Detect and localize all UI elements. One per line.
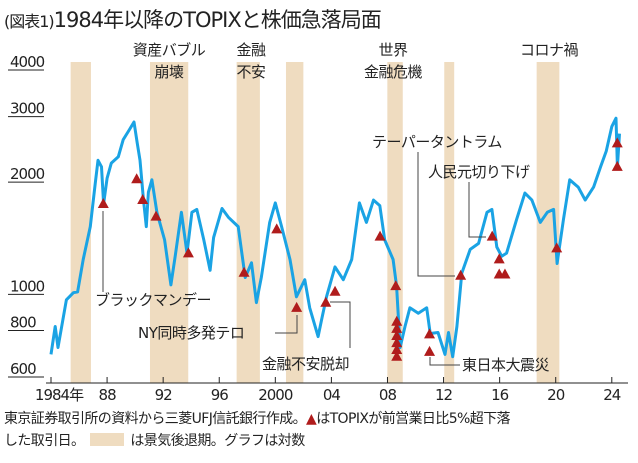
x-tick-label: 88 [99, 386, 117, 404]
topix-line [49, 116, 621, 359]
drop-day-marker [611, 137, 623, 148]
drop-day-marker [486, 230, 498, 241]
recession-band [444, 62, 455, 383]
x-tick-label: 04 [323, 386, 341, 404]
recession-bands [70, 62, 560, 383]
callout-yuan-devaluation-leader [468, 182, 486, 238]
drop-day-marker [424, 328, 436, 339]
x-tick-label: 16 [491, 386, 509, 404]
recession-band [285, 62, 304, 383]
x-tick-label: 12 [435, 386, 453, 404]
legend-note: した取引日。 は景気後退期。グラフは対数 [4, 432, 305, 450]
x-tick-label: 24 [603, 386, 621, 404]
label-covid: コロナ禍 [520, 41, 579, 59]
y-tick-label: 1000 [10, 277, 45, 295]
callout-financial-recovery: 金融不安脱却 [262, 355, 349, 373]
callout-ny-terror: NY同時多発テロ [138, 324, 244, 342]
label-global-financial-crisis: 金融危機 [364, 63, 423, 81]
drop-day-marker [320, 296, 332, 307]
drop-day-marker [391, 350, 403, 361]
callout-ny-terror-leader [275, 315, 298, 334]
y-tick-label: 800 [10, 313, 36, 331]
callout-black-monday: ブラックマンデー [95, 291, 211, 309]
marker-legend-text-2: した取引日。 [4, 433, 85, 449]
drop-day-marker [391, 315, 403, 326]
drop-day-marker [374, 230, 386, 241]
drop-day-marker [611, 160, 623, 171]
drop-day-marker [291, 301, 303, 312]
x-tick-label: 08 [379, 386, 397, 404]
title-text: 1984年以降のTOPIXと株価急落局面 [53, 8, 382, 32]
drop-day-marker [271, 223, 283, 234]
source-note: 東京証券取引所の資料から三菱UFJ信託銀行作成。▲はTOPIXが前営業日比5%超… [4, 410, 511, 428]
drop-markers [97, 137, 623, 361]
recession-swatch [90, 433, 125, 446]
y-tick-label: 4000 [10, 53, 45, 71]
axes: 1984年 88 92 96 2000 04 08 12 16 20 24 4000 3000 2000 1… [8, 53, 628, 404]
recession-band [536, 62, 560, 383]
label-bubble-collapse: 崩壊 [154, 63, 184, 81]
drop-day-marker [131, 173, 143, 184]
drop-day-marker [391, 330, 403, 341]
triangle-legend-icon: ▲ [306, 411, 317, 427]
drop-day-marker [455, 269, 467, 280]
recession-band [236, 62, 260, 383]
drop-day-marker [97, 198, 109, 209]
drop-day-marker [150, 210, 162, 221]
marker-legend-text: はTOPIXが前営業日比5%超下落 [316, 411, 510, 427]
y-tick-label: 2000 [10, 165, 45, 183]
callout-leaders [102, 152, 486, 366]
drop-day-marker [391, 322, 403, 333]
y-tick-label: 600 [10, 360, 36, 378]
label-financial-unrest: 金融 [236, 41, 266, 59]
x-tick-label: 20 [547, 386, 565, 404]
figure-number: (図表1) [4, 12, 55, 31]
callout-earthquake: 東日本大震災 [462, 356, 550, 374]
label-global-financial-crisis: 世界 [378, 41, 408, 59]
callout-financial-recovery-leader [330, 301, 351, 348]
drop-day-marker [493, 253, 505, 264]
drop-day-marker [390, 280, 402, 291]
drop-day-marker [551, 242, 563, 253]
drop-day-marker [329, 285, 341, 296]
callout-earthquake-leader [429, 357, 460, 366]
drop-day-marker [424, 345, 436, 356]
callout-taper-tantrum-leader [417, 152, 455, 277]
topix-series [49, 116, 621, 359]
y-tick-label: 3000 [10, 100, 45, 118]
x-tick-label: 92 [155, 386, 173, 404]
drop-day-marker [238, 266, 250, 277]
x-tick-label: 1984年 [35, 386, 84, 404]
recession-band [70, 62, 91, 383]
chart-title: (図表1)1984年以降のTOPIXと株価急落局面 [4, 4, 382, 34]
source-text: 東京証券取引所の資料から三菱UFJ信託銀行作成。 [4, 411, 307, 427]
drop-day-marker [137, 194, 149, 205]
recession-legend-text: は景気後退期。グラフは対数 [130, 433, 305, 449]
drop-day-marker [391, 343, 403, 354]
x-tick-label: 2000 [258, 386, 293, 404]
drop-day-marker [499, 268, 511, 279]
label-financial-unrest: 不安 [236, 63, 266, 81]
callout-yuan-devaluation: 人民元切り下げ [428, 163, 530, 181]
drop-day-marker [391, 337, 403, 348]
x-tick-label: 96 [211, 386, 229, 404]
callout-taper-tantrum: テーパータントラム [372, 133, 502, 151]
drop-day-marker [182, 247, 194, 258]
label-bubble-collapse: 資産バブル [133, 41, 206, 59]
